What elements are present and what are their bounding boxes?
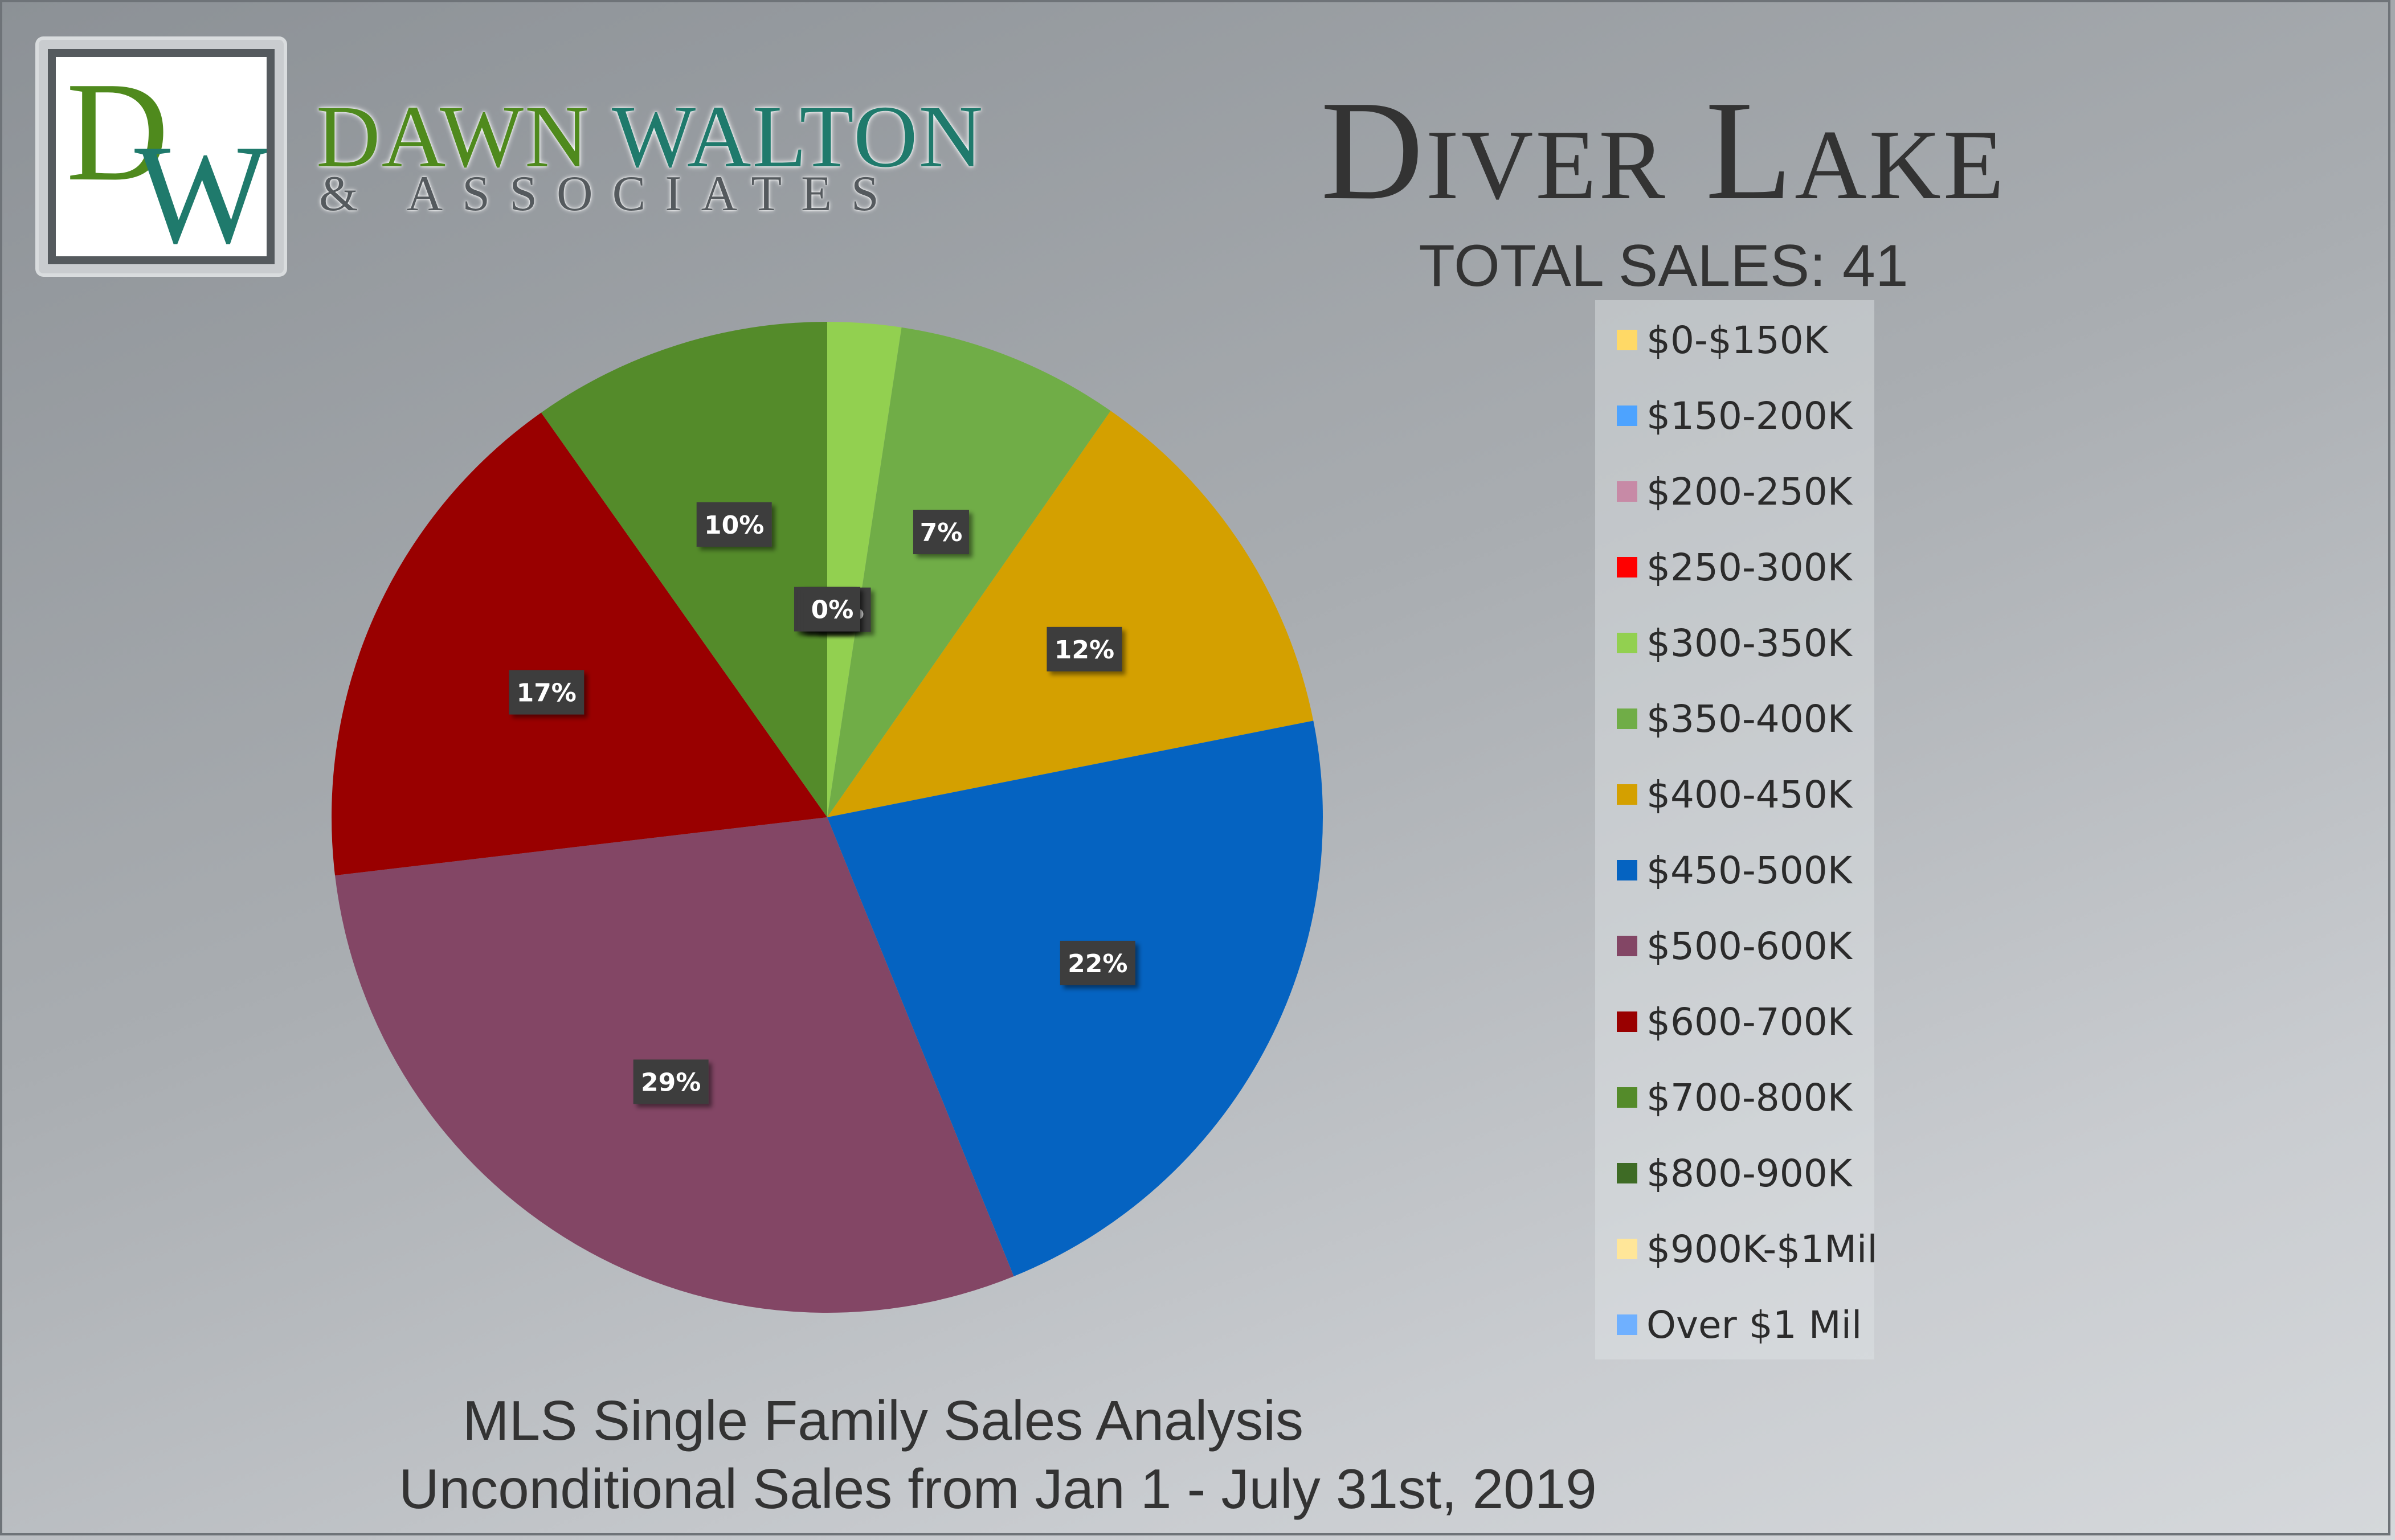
legend-label: $400-450K (1646, 772, 1853, 817)
legend-swatch (1617, 1314, 1637, 1335)
legend-label: $250-300K (1646, 545, 1853, 589)
legend-swatch (1617, 406, 1637, 426)
legend-swatch (1617, 1239, 1637, 1259)
brand-name-part1: DAWN (316, 87, 590, 186)
legend-item: $0-$150K (1617, 317, 1828, 363)
legend-item: $800-900K (1617, 1150, 1852, 1196)
pie-slice-400-450k (827, 411, 1314, 817)
legend-item: $150-200K (1617, 393, 1852, 439)
legend-swatch (1617, 784, 1637, 805)
data-label-box (1060, 940, 1135, 985)
legend-label: $0-$150K (1646, 318, 1829, 362)
data-label-text: 10% (704, 511, 764, 540)
svg-text:W: W (134, 116, 267, 256)
legend-item: $400-450K (1617, 772, 1852, 817)
data-label-text: 17% (517, 679, 577, 708)
legend-label: Over $1 Mil (1646, 1303, 1862, 1347)
legend-label: $700-800K (1646, 1075, 1853, 1120)
data-label-box (633, 1059, 709, 1104)
legend-label: $500-600K (1646, 924, 1853, 968)
legend-swatch (1617, 1087, 1637, 1108)
pie-slice-450-500k (827, 720, 1323, 1276)
data-label-box (913, 510, 969, 555)
brand-name-part2: WALTON (611, 87, 984, 186)
legend-label: $450-500K (1646, 848, 1853, 892)
legend-swatch (1617, 557, 1637, 578)
footer-line2: Unconditional Sales from Jan 1 - July 31… (399, 1457, 1597, 1520)
svg-text:D: D (66, 57, 169, 211)
legend-item: $700-800K (1617, 1075, 1852, 1120)
legend-swatch (1617, 708, 1637, 729)
legend-item: $350-400K (1617, 696, 1852, 742)
dw-monogram-icon: D W (66, 57, 267, 256)
brand-name: DAWN WALTON (316, 85, 984, 188)
legend-item: $900K-$1Mil (1617, 1226, 1878, 1272)
data-label-text: 22% (1068, 949, 1127, 978)
legend-label: $200-250K (1646, 469, 1853, 514)
data-label: 22% (1060, 940, 1135, 985)
pie-slice-700-800k (541, 322, 827, 817)
data-label: 7% (913, 510, 969, 555)
chart-subtitle: TOTAL SALES: 41 (1419, 233, 1908, 299)
legend-swatch (1617, 330, 1637, 350)
legend-label: $900K-$1Mil (1646, 1227, 1878, 1271)
legend-label: $600-700K (1646, 1000, 1853, 1044)
data-label-box (509, 670, 585, 715)
footer-line1: MLS Single Family Sales Analysis (462, 1389, 1304, 1452)
data-label-text: 0% (811, 596, 854, 625)
legend-item: Over $1 Mil (1617, 1302, 1862, 1348)
data-label: 29% (633, 1059, 709, 1104)
legend-label: $350-400K (1646, 697, 1853, 741)
legend-label: $150-200K (1646, 394, 1853, 438)
legend-swatch (1617, 1011, 1637, 1032)
legend-swatch (1617, 936, 1637, 956)
chart-legend: $0-$150K $150-200K $200-250K $250-300K $300-… (1595, 300, 1878, 1359)
chart-title: Diver Lake (1321, 72, 2006, 230)
pie-slice-350-400k (827, 327, 1111, 817)
legend-label: $800-900K (1646, 1151, 1853, 1195)
legend-swatch (1617, 633, 1637, 653)
pie-slice-600-700k (332, 412, 827, 876)
data-label-text: 12% (1055, 636, 1114, 665)
legend-item: $500-600K (1617, 923, 1852, 969)
legend-swatch (1617, 860, 1637, 880)
data-label: 12% (1047, 626, 1122, 671)
legend-item: $450-500K (1617, 847, 1852, 893)
data-label: 0% (804, 587, 860, 632)
data-label: 17% (509, 670, 585, 715)
legend-item: $200-250K (1617, 469, 1852, 514)
legend-label: $300-350K (1646, 621, 1853, 665)
data-label-box (1047, 626, 1122, 671)
pie-slice-300-350k (827, 322, 902, 817)
legend-swatch (1617, 1163, 1637, 1183)
legend-item: $300-350K (1617, 620, 1852, 666)
data-label-box (696, 502, 772, 547)
data-label-text: 7% (920, 518, 963, 547)
data-label-box (804, 587, 860, 632)
legend-swatch (1617, 481, 1637, 502)
logo-mark: D W (48, 49, 275, 264)
legend-item: $600-700K (1617, 999, 1852, 1045)
brand-tagline: & ASSOCIATES (319, 166, 898, 222)
data-label: 10% (696, 502, 772, 547)
logo: D W (39, 40, 284, 273)
data-label-text: 29% (641, 1068, 701, 1097)
legend-item: $250-300K (1617, 544, 1852, 590)
